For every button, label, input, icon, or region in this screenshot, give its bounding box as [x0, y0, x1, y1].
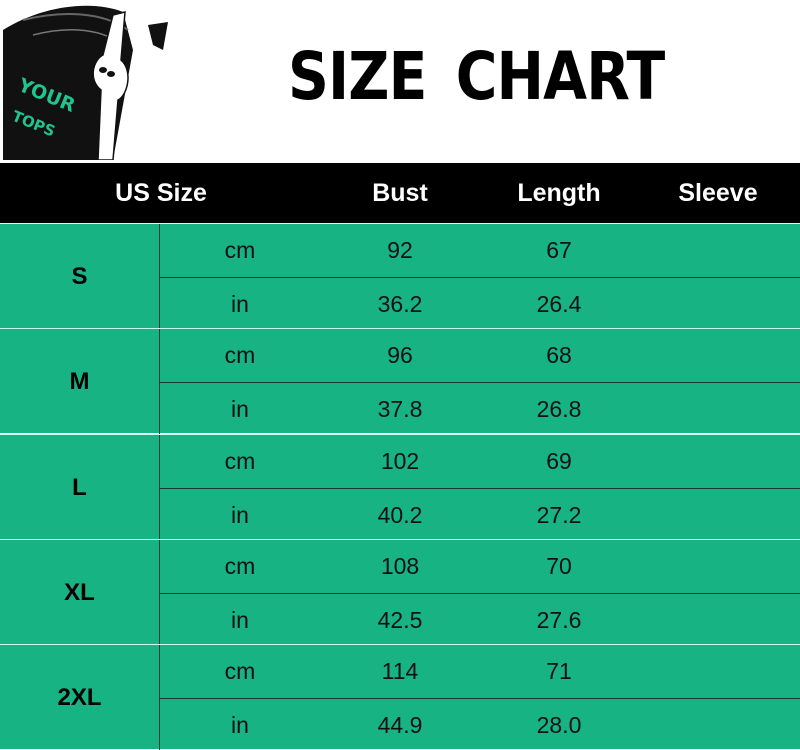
table-row: in 40.2 27.2 [160, 488, 800, 540]
size-label: M [0, 329, 160, 434]
bust-cell: 37.8 [377, 396, 423, 422]
length-cell: 26.4 [536, 291, 582, 317]
table-row: cm 102 69 [160, 435, 800, 487]
size-label: S [0, 224, 160, 329]
length-cell: 67 [546, 237, 572, 263]
bust-cell: 44.9 [377, 712, 423, 738]
length-cell: 26.8 [536, 396, 582, 422]
table-row: in 42.5 27.6 [160, 593, 800, 645]
bust-cell: 92 [387, 237, 413, 263]
unit-cell: cm [224, 237, 256, 263]
header-us-size: US Size [115, 179, 207, 207]
table-row: in 36.2 26.4 [160, 277, 800, 329]
bust-cell: 96 [387, 342, 413, 368]
unit-cell: cm [224, 448, 256, 474]
length-cell: 27.2 [536, 502, 582, 528]
table-row: cm 108 70 [160, 540, 800, 592]
table-row: cm 96 68 [160, 329, 800, 381]
unit-cell: in [231, 607, 249, 633]
unit-cell: cm [224, 342, 256, 368]
length-cell: 27.6 [536, 607, 582, 633]
logo-illustration: YOUR TOPS [3, 5, 168, 160]
length-cell: 68 [546, 342, 572, 368]
bust-cell: 114 [381, 658, 419, 684]
bust-cell: 36.2 [377, 291, 423, 317]
header-sleeve: Sleeve [678, 179, 758, 207]
unit-cell: cm [224, 553, 256, 579]
table-row: in 37.8 26.8 [160, 382, 800, 434]
size-group-2xl: 2XL cm 114 71 in 44.9 28.0 [0, 644, 800, 750]
table-row: cm 92 67 [160, 224, 800, 276]
size-group-s: S cm 92 67 in 36.2 26.4 [0, 223, 800, 329]
bust-cell: 40.2 [377, 502, 423, 528]
table-row: in 44.9 28.0 [160, 698, 800, 750]
table-header: US Size Bust Length Sleeve [0, 163, 800, 223]
size-group-xl: XL cm 108 70 in 42.5 27.6 [0, 539, 800, 645]
length-cell: 71 [546, 658, 572, 684]
bust-cell: 108 [380, 553, 420, 579]
length-cell: 28.0 [536, 712, 582, 738]
unit-cell: in [231, 291, 249, 317]
bust-cell: 42.5 [377, 607, 423, 633]
size-label: XL [0, 540, 160, 645]
unit-cell: in [231, 502, 249, 528]
length-cell: 70 [546, 553, 572, 579]
size-group-m: M cm 96 68 in 37.8 26.8 [0, 328, 800, 434]
header-length: Length [517, 179, 601, 207]
length-cell: 69 [546, 448, 572, 474]
bust-cell: 102 [380, 448, 420, 474]
size-label: L [0, 435, 160, 540]
size-group-l: L cm 102 69 in 40.2 27.2 [0, 434, 800, 540]
table-row: cm 114 71 [160, 645, 800, 697]
page-title: SIZE CHART [288, 38, 665, 115]
unit-cell: in [231, 712, 249, 738]
banner: YOUR TOPS SIZE CHART [0, 0, 800, 163]
unit-cell: in [231, 396, 249, 422]
unit-cell: cm [224, 658, 256, 684]
header-bust: Bust [372, 179, 428, 207]
size-label: 2XL [0, 645, 160, 750]
